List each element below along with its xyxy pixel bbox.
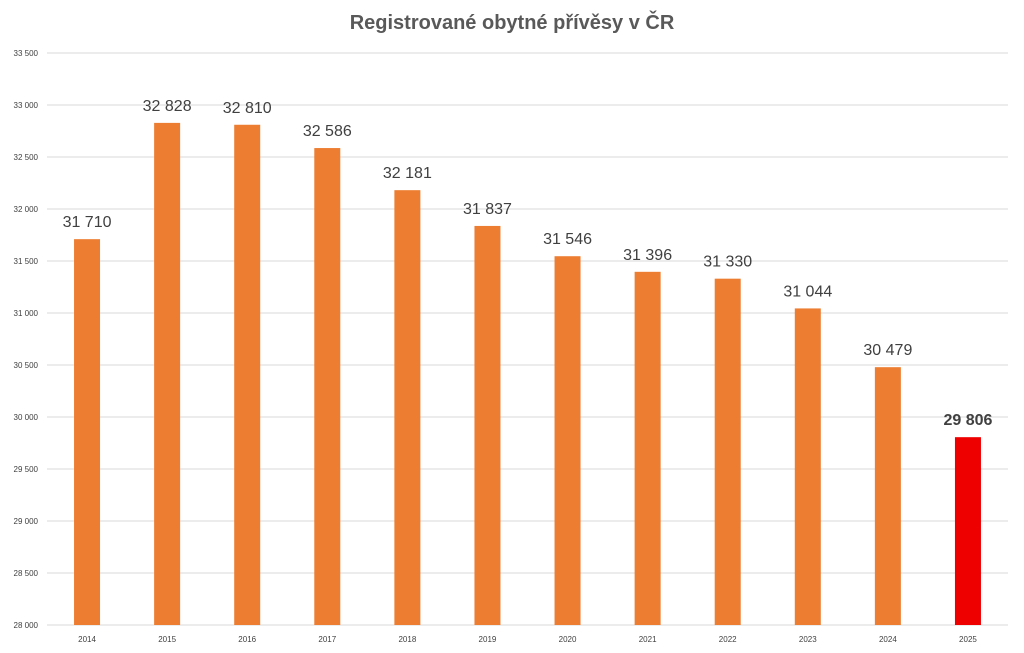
data-label: 29 806 [943, 412, 992, 429]
bar-highlight [954, 437, 981, 625]
x-tick-label: 2015 [158, 635, 176, 644]
bar [394, 190, 421, 625]
y-tick-label: 32 000 [14, 205, 39, 214]
data-label: 31 710 [63, 214, 112, 231]
x-tick-label: 2016 [238, 635, 256, 644]
y-tick-label: 31 000 [14, 309, 39, 318]
data-label: 30 479 [863, 342, 912, 359]
x-tick-label: 2025 [959, 635, 977, 644]
data-label: 31 330 [703, 254, 752, 271]
y-tick-label: 30 000 [14, 413, 39, 422]
x-tick-label: 2024 [879, 635, 897, 644]
x-tick-label: 2022 [719, 635, 737, 644]
bar [154, 122, 181, 625]
x-tick-label: 2014 [78, 635, 96, 644]
bar [634, 271, 661, 625]
data-label: 32 810 [223, 100, 272, 117]
x-tick-label: 2017 [318, 635, 336, 644]
y-tick-label: 30 500 [14, 361, 39, 370]
x-tick-label: 2019 [479, 635, 497, 644]
x-tick-label: 2020 [559, 635, 577, 644]
y-tick-label: 33 500 [14, 49, 39, 58]
bar [74, 239, 101, 625]
bar [314, 148, 341, 625]
y-tick-label: 31 500 [14, 257, 39, 266]
bar [874, 367, 901, 625]
bar [794, 308, 821, 625]
data-label: 31 837 [463, 201, 512, 218]
bar [234, 124, 261, 625]
y-tick-label: 33 000 [14, 101, 39, 110]
data-label: 31 546 [543, 231, 592, 248]
x-tick-label: 2021 [639, 635, 657, 644]
y-tick-label: 28 500 [14, 569, 39, 578]
y-tick-label: 28 000 [14, 621, 39, 630]
bar [714, 278, 741, 625]
data-label: 32 586 [303, 123, 352, 140]
y-tick-label: 29 000 [14, 517, 39, 526]
data-label: 31 396 [623, 247, 672, 264]
chart-title: Registrované obytné přívěsy v ČR [349, 12, 675, 34]
data-label: 32 181 [383, 165, 432, 182]
data-label: 31 044 [783, 283, 832, 300]
y-tick-label: 32 500 [14, 153, 39, 162]
x-tick-label: 2023 [799, 635, 817, 644]
data-label: 32 828 [143, 98, 192, 115]
bar [474, 225, 501, 625]
x-tick-label: 2018 [398, 635, 416, 644]
y-tick-label: 29 500 [14, 465, 39, 474]
bar [554, 256, 581, 625]
